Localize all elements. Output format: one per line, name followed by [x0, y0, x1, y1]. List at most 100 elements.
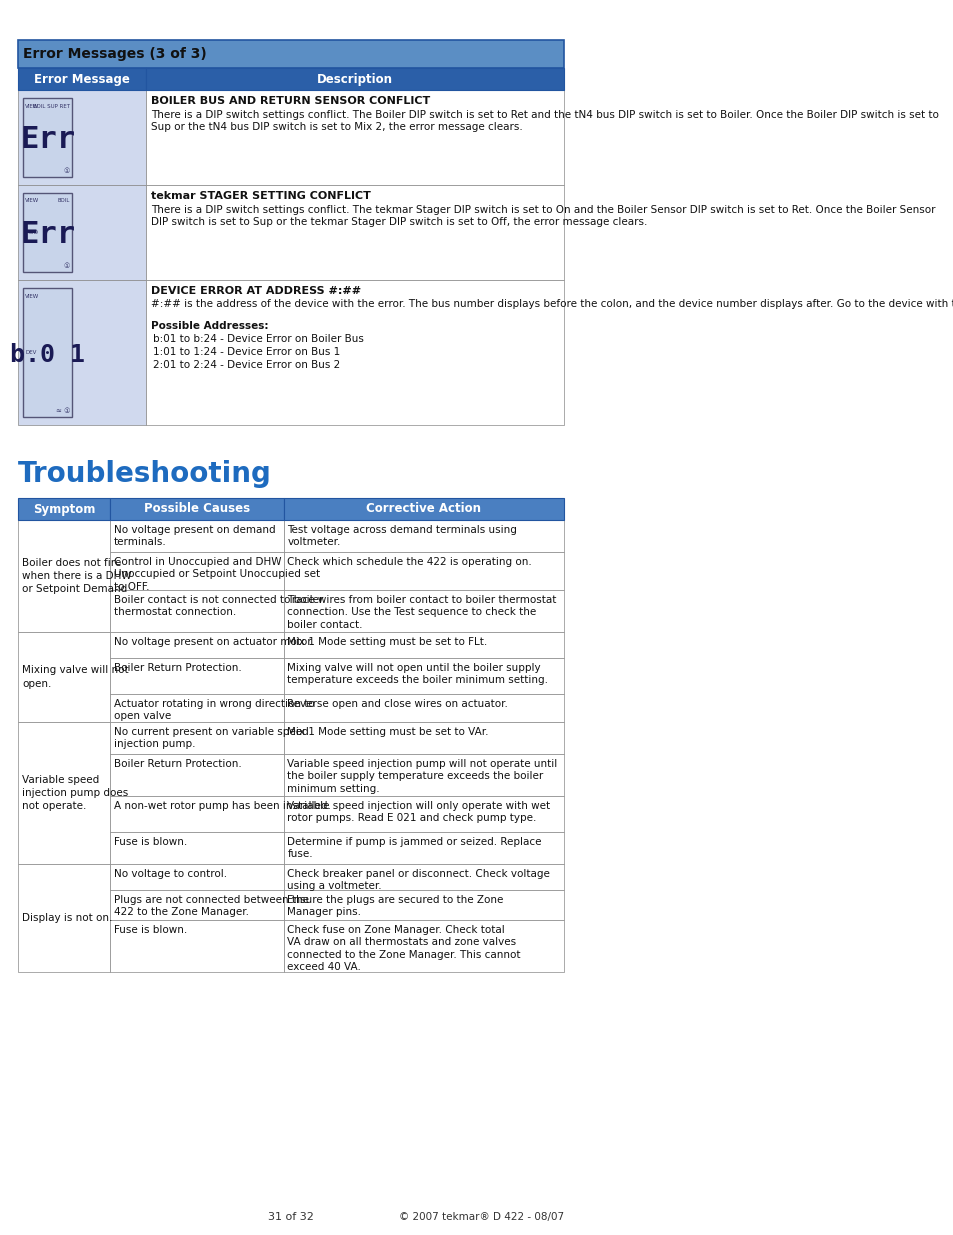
- Text: Fuse is blown.: Fuse is blown.: [113, 837, 187, 847]
- Text: A non-wet rotor pump has been installed.: A non-wet rotor pump has been installed.: [113, 802, 330, 811]
- Text: Boiler Return Protection.: Boiler Return Protection.: [113, 760, 241, 769]
- Text: Error Message: Error Message: [34, 73, 131, 85]
- Text: #:## is the address of the device with the error. The bus number displays before: #:## is the address of the device with t…: [152, 299, 953, 309]
- Text: 31 of 32: 31 of 32: [268, 1212, 314, 1221]
- Text: Boiler Return Protection.: Boiler Return Protection.: [113, 663, 241, 673]
- Bar: [283, 890, 563, 920]
- Bar: [110, 755, 283, 797]
- Text: Possible Causes: Possible Causes: [144, 503, 250, 515]
- Text: Description: Description: [317, 73, 393, 85]
- Bar: [147, 280, 563, 425]
- Bar: [18, 520, 110, 632]
- Text: Err: Err: [20, 125, 75, 154]
- Bar: [23, 98, 71, 177]
- Text: Err: Err: [20, 220, 75, 249]
- Text: Variable speed injection pump will not operate until
the boiler supply temperatu: Variable speed injection pump will not o…: [287, 760, 558, 794]
- Text: b.0 1: b.0 1: [10, 342, 85, 367]
- Bar: [283, 832, 563, 864]
- Text: Control in Unoccupied and DHW
Unoccupied or Setpoint Unoccupied set
to OFF.: Control in Unoccupied and DHW Unoccupied…: [113, 557, 319, 592]
- Bar: [18, 280, 147, 425]
- Bar: [283, 797, 563, 832]
- Text: DEVICE ERROR AT ADDRESS #:##: DEVICE ERROR AT ADDRESS #:##: [152, 287, 361, 296]
- Text: 2:01 to 2:24 - Device Error on Bus 2: 2:01 to 2:24 - Device Error on Bus 2: [152, 359, 339, 370]
- Text: VIEW: VIEW: [25, 104, 39, 109]
- Text: Mixing valve will not open until the boiler supply
temperature exceeds the boile: Mixing valve will not open until the boi…: [287, 663, 548, 685]
- Text: VIEW: VIEW: [25, 294, 39, 299]
- Bar: [18, 90, 147, 185]
- Bar: [283, 864, 563, 890]
- Text: Display is not on.: Display is not on.: [22, 913, 112, 923]
- Bar: [18, 68, 147, 90]
- Bar: [18, 632, 110, 722]
- Bar: [18, 185, 147, 280]
- Text: Determine if pump is jammed or seized. Replace
fuse.: Determine if pump is jammed or seized. R…: [287, 837, 541, 860]
- Text: Error Messages (3 of 3): Error Messages (3 of 3): [23, 47, 207, 61]
- Bar: [110, 552, 283, 590]
- Bar: [283, 498, 563, 520]
- Text: b:01 to b:24 - Device Error on Boiler Bus: b:01 to b:24 - Device Error on Boiler Bu…: [152, 333, 363, 345]
- Text: BOIL: BOIL: [58, 199, 71, 204]
- Bar: [18, 722, 110, 864]
- Text: Possible Addresses:: Possible Addresses:: [152, 321, 269, 331]
- Text: Boiler does not fire
when there is a DHW
or Setpoint Demand: Boiler does not fire when there is a DHW…: [22, 558, 132, 594]
- Text: No voltage present on demand
terminals.: No voltage present on demand terminals.: [113, 525, 274, 547]
- Text: There is a DIP switch settings conflict. The tekmar Stager DIP switch is set to : There is a DIP switch settings conflict.…: [152, 205, 935, 226]
- Bar: [110, 520, 283, 552]
- Text: Test voltage across demand terminals using
voltmeter.: Test voltage across demand terminals usi…: [287, 525, 517, 547]
- Bar: [18, 498, 110, 520]
- Text: Actuator rotating in wrong direction to
open valve: Actuator rotating in wrong direction to …: [113, 699, 314, 721]
- Text: Check which schedule the 422 is operating on.: Check which schedule the 422 is operatin…: [287, 557, 532, 567]
- Bar: [18, 864, 110, 972]
- Text: MOD: MOD: [25, 230, 38, 235]
- Bar: [110, 632, 283, 658]
- Text: 1:01 to 1:24 - Device Error on Bus 1: 1:01 to 1:24 - Device Error on Bus 1: [152, 347, 339, 357]
- Bar: [110, 722, 283, 755]
- Text: Reverse open and close wires on actuator.: Reverse open and close wires on actuator…: [287, 699, 508, 709]
- Bar: [18, 40, 563, 68]
- Text: Trace wires from boiler contact to boiler thermostat
connection. Use the Test se: Trace wires from boiler contact to boile…: [287, 595, 557, 630]
- Bar: [283, 658, 563, 694]
- Text: Plugs are not connected between the
422 to the Zone Manager.: Plugs are not connected between the 422 …: [113, 895, 308, 918]
- Bar: [283, 632, 563, 658]
- Text: BOIL SUP RET: BOIL SUP RET: [33, 104, 71, 109]
- Bar: [110, 832, 283, 864]
- Bar: [110, 890, 283, 920]
- Text: Mix 1 Mode setting must be set to VAr.: Mix 1 Mode setting must be set to VAr.: [287, 727, 489, 737]
- Bar: [283, 722, 563, 755]
- Bar: [283, 552, 563, 590]
- Bar: [283, 920, 563, 972]
- Bar: [283, 590, 563, 632]
- Text: Ensure the plugs are secured to the Zone
Manager pins.: Ensure the plugs are secured to the Zone…: [287, 895, 503, 918]
- Bar: [110, 658, 283, 694]
- Text: There is a DIP switch settings conflict. The Boiler DIP switch is set to Ret and: There is a DIP switch settings conflict.…: [152, 110, 939, 132]
- Text: DEV: DEV: [25, 350, 36, 354]
- Text: Troubleshooting: Troubleshooting: [18, 459, 272, 488]
- Text: ①: ①: [64, 168, 71, 174]
- Text: Variable speed
injection pump does
not operate.: Variable speed injection pump does not o…: [22, 774, 128, 811]
- Bar: [283, 755, 563, 797]
- Text: Variable speed injection will only operate with wet
rotor pumps. Read E 021 and : Variable speed injection will only opera…: [287, 802, 550, 824]
- Text: tekmar STAGER SETTING CONFLICT: tekmar STAGER SETTING CONFLICT: [152, 191, 371, 201]
- Text: Symptom: Symptom: [32, 503, 95, 515]
- Bar: [110, 590, 283, 632]
- Bar: [110, 864, 283, 890]
- Text: Check breaker panel or disconnect. Check voltage
using a voltmeter.: Check breaker panel or disconnect. Check…: [287, 869, 550, 892]
- Text: © 2007 tekmar® D 422 - 08/07: © 2007 tekmar® D 422 - 08/07: [398, 1212, 563, 1221]
- Bar: [110, 920, 283, 972]
- Text: ①: ①: [64, 263, 71, 269]
- Text: Corrective Action: Corrective Action: [366, 503, 481, 515]
- Text: No voltage present on actuator motor.: No voltage present on actuator motor.: [113, 637, 314, 647]
- Text: Mix 1 Mode setting must be set to FLt.: Mix 1 Mode setting must be set to FLt.: [287, 637, 487, 647]
- Bar: [283, 520, 563, 552]
- Text: Check fuse on Zone Manager. Check total
VA draw on all thermostats and zone valv: Check fuse on Zone Manager. Check total …: [287, 925, 520, 972]
- Bar: [147, 68, 563, 90]
- Text: BOILER BUS AND RETURN SENSOR CONFLICT: BOILER BUS AND RETURN SENSOR CONFLICT: [152, 96, 430, 106]
- Text: No current present on variable speed
injection pump.: No current present on variable speed inj…: [113, 727, 308, 750]
- Text: Boiler contact is not connected to boiler
thermostat connection.: Boiler contact is not connected to boile…: [113, 595, 322, 618]
- Bar: [110, 498, 283, 520]
- Text: ≈ ①: ≈ ①: [56, 408, 71, 414]
- Text: Fuse is blown.: Fuse is blown.: [113, 925, 187, 935]
- Bar: [23, 288, 71, 417]
- Bar: [110, 694, 283, 722]
- Bar: [23, 193, 71, 272]
